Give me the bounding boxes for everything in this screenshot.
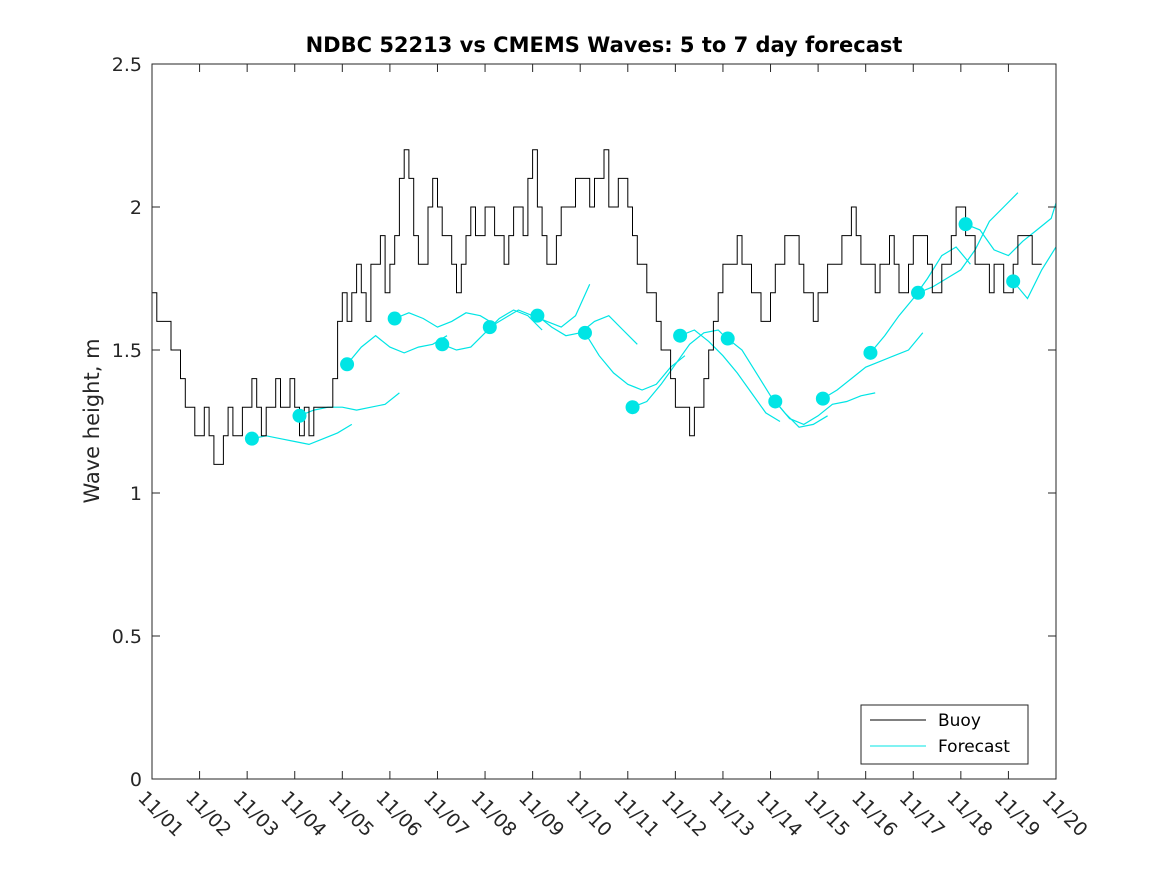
forecast-marker <box>625 400 640 415</box>
forecast-line-16 <box>965 201 1056 257</box>
chart-title: NDBC 52213 vs CMEMS Waves: 5 to 7 day fo… <box>306 33 903 57</box>
legend-buoy-label: Buoy <box>938 711 981 731</box>
forecast-line-8 <box>584 332 686 391</box>
forecast-marker <box>244 431 259 446</box>
forecast-marker <box>768 394 783 409</box>
forecast-marker <box>292 408 307 423</box>
forecast-line-4 <box>394 312 495 328</box>
forecast-line-15 <box>917 192 1019 294</box>
forecast-marker <box>1006 274 1021 289</box>
forecast-marker <box>958 217 973 232</box>
forecast-line-13 <box>822 332 924 400</box>
forecast-marker <box>863 345 878 360</box>
y-tick-label: 2.5 <box>112 54 142 76</box>
y-tick-label: 2 <box>130 197 142 219</box>
legend-forecast-label: Forecast <box>938 737 1010 757</box>
forecast-line-10 <box>679 329 781 423</box>
forecast-marker <box>720 331 735 346</box>
forecast-line-1 <box>251 423 353 446</box>
forecast-marker <box>673 328 688 343</box>
legend: Buoy Forecast <box>860 704 1029 765</box>
forecast-line-2 <box>299 392 400 417</box>
plot-frame <box>151 63 1057 780</box>
forecast-line-17 <box>1012 246 1056 300</box>
forecast-line-9 <box>632 329 733 408</box>
forecast-marker <box>387 311 402 326</box>
forecast-line-12 <box>774 392 876 426</box>
y-tick-label: 1 <box>130 483 142 505</box>
y-axis-label: Wave height, m <box>80 338 104 503</box>
forecast-marker <box>815 391 830 406</box>
y-tick-label: 0.5 <box>112 626 142 648</box>
forecast-marker <box>482 320 497 335</box>
y-tick-label: 0 <box>130 769 142 791</box>
forecast-marker <box>435 337 450 352</box>
y-axis: 0 0.5 1 1.5 2 2.5 <box>112 54 1056 791</box>
forecast-line-3 <box>346 334 448 365</box>
forecast-marker <box>911 285 926 300</box>
series-layer <box>152 149 1056 465</box>
forecast-marker <box>577 325 592 340</box>
forecast-marker <box>530 308 545 323</box>
forecast-marker <box>340 357 355 372</box>
legend-box <box>860 704 1029 765</box>
y-tick-label: 1.5 <box>112 340 142 362</box>
